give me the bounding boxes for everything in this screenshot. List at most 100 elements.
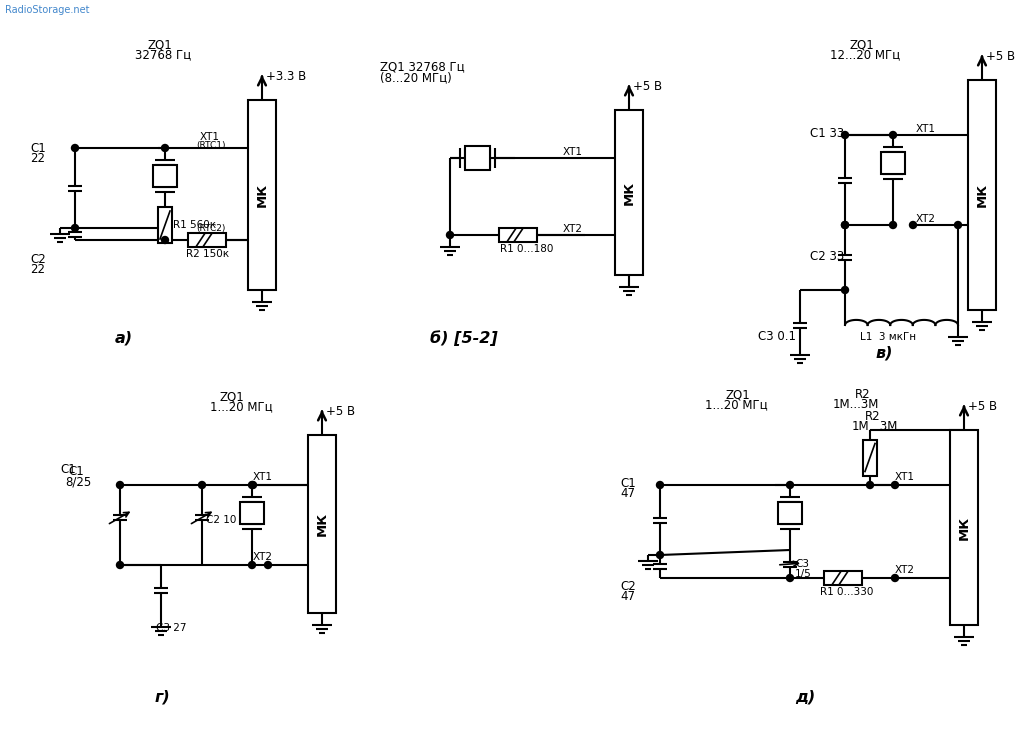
Text: (8...20 МГц): (8...20 МГц) xyxy=(380,71,452,84)
Text: R2: R2 xyxy=(855,388,871,401)
Text: МК: МК xyxy=(976,183,988,207)
Circle shape xyxy=(891,481,898,488)
Text: C3 0.1: C3 0.1 xyxy=(758,330,796,343)
Bar xyxy=(248,100,276,290)
Bar xyxy=(498,228,536,242)
Text: ZQ1: ZQ1 xyxy=(220,390,244,403)
Text: ХТ2: ХТ2 xyxy=(253,552,273,562)
Text: МК: МК xyxy=(315,512,328,536)
Text: ХТ1: ХТ1 xyxy=(916,124,936,134)
Circle shape xyxy=(250,481,257,488)
Bar xyxy=(187,233,225,247)
Text: L1  3 мкГн: L1 3 мкГн xyxy=(860,332,917,342)
Text: в): в) xyxy=(875,345,892,360)
Bar xyxy=(968,80,996,310)
Circle shape xyxy=(72,144,79,152)
Text: +5 В: +5 В xyxy=(326,405,355,418)
Text: R2: R2 xyxy=(865,410,881,423)
Text: МК: МК xyxy=(958,515,971,539)
Circle shape xyxy=(787,481,794,488)
Bar xyxy=(615,110,643,275)
Circle shape xyxy=(842,222,848,228)
Circle shape xyxy=(890,222,896,228)
Bar xyxy=(881,152,905,174)
Text: C2: C2 xyxy=(30,253,46,266)
Bar xyxy=(240,502,264,524)
Text: 47: 47 xyxy=(620,487,635,500)
Text: C1: C1 xyxy=(30,142,46,155)
Text: г): г) xyxy=(155,690,171,705)
Circle shape xyxy=(866,481,874,488)
Text: 32768 Гц: 32768 Гц xyxy=(135,48,191,61)
Text: (RTC2): (RTC2) xyxy=(196,224,225,233)
Bar xyxy=(779,502,802,524)
Circle shape xyxy=(117,561,124,569)
Text: (RTC1): (RTC1) xyxy=(196,141,225,150)
Circle shape xyxy=(117,481,124,488)
Circle shape xyxy=(657,552,664,558)
Text: C1: C1 xyxy=(620,477,635,490)
Bar xyxy=(153,165,177,187)
Circle shape xyxy=(162,144,169,152)
Text: 1...20 МГц: 1...20 МГц xyxy=(705,398,767,411)
Text: C1: C1 xyxy=(60,463,76,476)
Text: ХТ1: ХТ1 xyxy=(563,147,583,157)
Text: д): д) xyxy=(795,690,815,705)
Text: R1 0...330: R1 0...330 xyxy=(820,587,874,597)
Text: 8/25: 8/25 xyxy=(65,475,91,488)
Circle shape xyxy=(657,481,664,488)
Text: ХТ2: ХТ2 xyxy=(895,565,915,575)
Text: 1...20 МГц: 1...20 МГц xyxy=(210,400,272,413)
Circle shape xyxy=(890,131,896,139)
Text: 1М...3М: 1М...3М xyxy=(852,420,898,433)
Circle shape xyxy=(162,236,169,243)
Bar xyxy=(863,440,877,475)
Text: ZQ1: ZQ1 xyxy=(725,388,750,401)
Circle shape xyxy=(842,222,848,228)
Text: C2: C2 xyxy=(620,580,635,593)
Text: R1 0...180: R1 0...180 xyxy=(499,244,552,254)
Circle shape xyxy=(954,222,962,228)
Circle shape xyxy=(198,481,206,488)
Text: C1 33: C1 33 xyxy=(810,127,844,140)
Text: R2 150к: R2 150к xyxy=(186,249,229,259)
Text: МК: МК xyxy=(623,181,635,205)
Text: C2 33: C2 33 xyxy=(810,250,844,263)
Text: 12...20 МГц: 12...20 МГц xyxy=(830,48,900,61)
Text: 47: 47 xyxy=(620,590,635,603)
Text: +5 В: +5 В xyxy=(986,50,1015,63)
Circle shape xyxy=(265,561,271,569)
Text: 22: 22 xyxy=(30,152,45,165)
Text: ХТ1: ХТ1 xyxy=(895,472,915,482)
Bar xyxy=(824,571,861,585)
Text: ХТ2: ХТ2 xyxy=(563,224,583,234)
Text: R1 560к: R1 560к xyxy=(173,220,216,230)
Text: RadioStorage.net: RadioStorage.net xyxy=(5,5,89,15)
Text: ХТ2: ХТ2 xyxy=(916,214,936,224)
Text: C2 10: C2 10 xyxy=(206,515,236,525)
Text: МК: МК xyxy=(256,183,268,207)
Circle shape xyxy=(842,131,848,139)
Circle shape xyxy=(446,232,453,238)
Bar xyxy=(308,435,336,613)
Bar xyxy=(465,146,490,170)
Text: C3 27: C3 27 xyxy=(155,623,186,633)
Circle shape xyxy=(891,574,898,582)
Text: ZQ1 32768 Гц: ZQ1 32768 Гц xyxy=(380,60,464,73)
Circle shape xyxy=(909,222,917,228)
Circle shape xyxy=(249,561,256,569)
Text: 22: 22 xyxy=(30,263,45,276)
Circle shape xyxy=(787,574,794,582)
Text: 1/5: 1/5 xyxy=(795,569,811,579)
Text: ZQ1: ZQ1 xyxy=(147,38,172,51)
Text: C3: C3 xyxy=(795,559,809,569)
Text: ХТ1: ХТ1 xyxy=(201,132,220,142)
Text: +5 В: +5 В xyxy=(968,400,997,413)
Text: а): а) xyxy=(115,330,133,345)
Circle shape xyxy=(249,481,256,488)
Text: +3.3 В: +3.3 В xyxy=(266,70,306,83)
Text: ХТ2: ХТ2 xyxy=(201,233,220,243)
Text: 1М...3М: 1М...3М xyxy=(833,398,880,411)
Circle shape xyxy=(842,286,848,294)
Text: б) [5-2]: б) [5-2] xyxy=(430,330,498,346)
